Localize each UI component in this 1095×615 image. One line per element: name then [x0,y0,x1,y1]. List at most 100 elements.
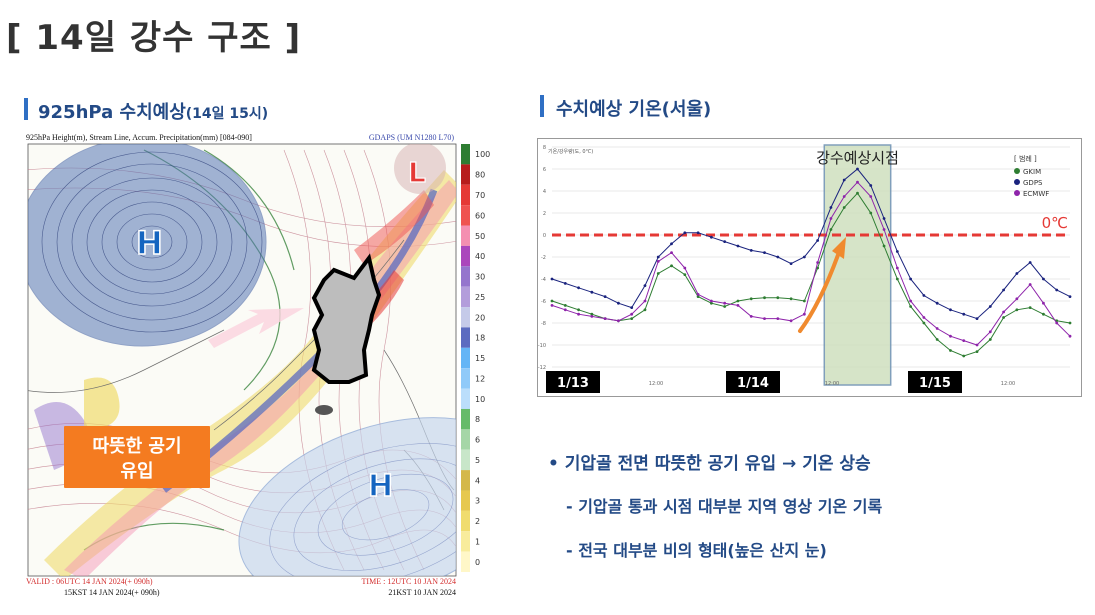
series-line [551,181,1071,346]
map-footer-time: TIME : 12UTC 10 JAN 2024 [362,577,456,586]
date-badge [726,371,780,393]
colorbar-swatch [461,470,470,491]
high-pressure-southeast: H [238,417,456,576]
korean-peninsula [311,253,382,384]
data-point [829,206,833,209]
data-point [1015,297,1019,301]
bullet-sub-1: - 기압골 통과 시점 대부분 지역 영상 기온 기록 [566,497,883,516]
data-point [869,211,873,215]
data-point [1068,295,1072,298]
weather-map: 925hPa Height(m), Stream Line, Accum. Pr… [24,130,492,600]
data-point [856,167,859,171]
data-point [909,299,913,303]
map-header-right: GDAPS (UM N1280 L70) [369,133,454,142]
data-point [842,195,846,198]
data-point [962,339,966,342]
legend-label: ECMWF [1023,190,1049,198]
y-tick-label: -12 [538,365,546,371]
colorbar-label: 50 [475,232,485,241]
data-point [656,272,660,275]
data-point [550,277,554,281]
colorbar-swatch [461,245,470,267]
data-point [590,315,594,318]
hour-tick-label: 12:00 [1001,381,1015,387]
data-point [776,317,780,320]
data-point [882,217,886,220]
bullet-main: • 기압골 전면 따뜻한 공기 유입 → 기온 상승 [548,454,871,474]
chart-title: 강수예상시점 [816,149,899,167]
y-tick-label: 4 [543,189,546,195]
colorbar-swatch [461,388,470,409]
data-point [670,242,673,246]
data-point [723,305,727,308]
data-point [975,343,979,347]
data-point [736,304,740,307]
data-point [577,308,580,312]
data-point [749,297,753,301]
bullet-sub-2: - 전국 대부분 비의 형태(높은 산지 눈) [566,541,827,560]
colorbar-label: 0 [475,558,480,567]
legend-title: [ 범례 ] [1014,154,1037,163]
chart-section-title: 수치예상 기온(서울) [556,99,712,120]
series-gdps [550,167,1072,320]
data-point [856,191,859,195]
map-footer-valid: VALID : 06UTC 14 JAN 2024(+ 090h) [26,577,153,586]
warm-air-label: 따뜻한 공기 유입 [64,426,210,488]
data-point [656,260,660,263]
data-point [1042,277,1045,281]
data-point [1055,321,1059,325]
colorbar-label: 5 [475,456,480,465]
date-badge-label: 1/15 [919,376,951,391]
data-point [1015,272,1019,275]
colorbar-label: 70 [475,191,485,200]
data-point [909,277,913,281]
weather-map-svg: 925hPa Height(m), Stream Line, Accum. Pr… [26,133,490,597]
data-point [816,239,820,242]
colorbar-swatch [461,531,470,552]
data-point [789,262,793,265]
colorbar-swatch [461,144,470,165]
section-bar-chart [540,95,544,117]
warm-air-label-line1: 따뜻한 공기 [92,436,181,457]
colorbar-label: 30 [475,273,485,282]
temperature-chart: 기온/강우량(도, 0℃) -12 -10 -8 -6 -4 -2 0 2 4 6 8 강수예상시점 0℃… [537,138,1082,397]
data-point [1068,321,1072,325]
data-point [935,301,939,305]
data-point [683,231,687,235]
data-point [949,334,952,338]
data-point [1028,283,1032,286]
hour-tick-label: 12:00 [649,381,663,387]
data-point [723,240,727,243]
data-point [789,297,793,301]
y-tick-label: -4 [541,277,546,283]
data-point [563,308,567,312]
data-point [922,316,926,319]
data-point [656,255,660,259]
data-point [643,284,647,287]
colorbar-swatch [461,164,470,185]
data-point [816,261,820,264]
colorbar-label: 25 [475,293,485,302]
legend-label: GKIM [1023,168,1041,176]
data-point [895,250,899,253]
legend-marker [1014,168,1020,174]
data-point [643,299,647,303]
series-line [551,192,1071,357]
data-point [988,305,992,308]
map-footer-time-kst: 21KST 10 JAN 2024 [388,588,456,597]
colorbar-label: 4 [475,476,480,485]
data-point [709,299,713,303]
data-point [709,235,713,239]
colorbar-label: 15 [475,354,485,363]
data-point [988,338,992,341]
data-point [935,327,939,330]
data-point [802,312,806,316]
data-point [617,319,620,323]
data-point [1042,312,1045,316]
data-point [842,206,846,209]
colorbar-swatch [461,490,470,511]
map-section-title-text: 925hPa 수치예상 [38,102,186,123]
date-badge-label: 1/13 [557,376,589,391]
data-point [763,251,766,254]
low-label: L [408,156,426,189]
